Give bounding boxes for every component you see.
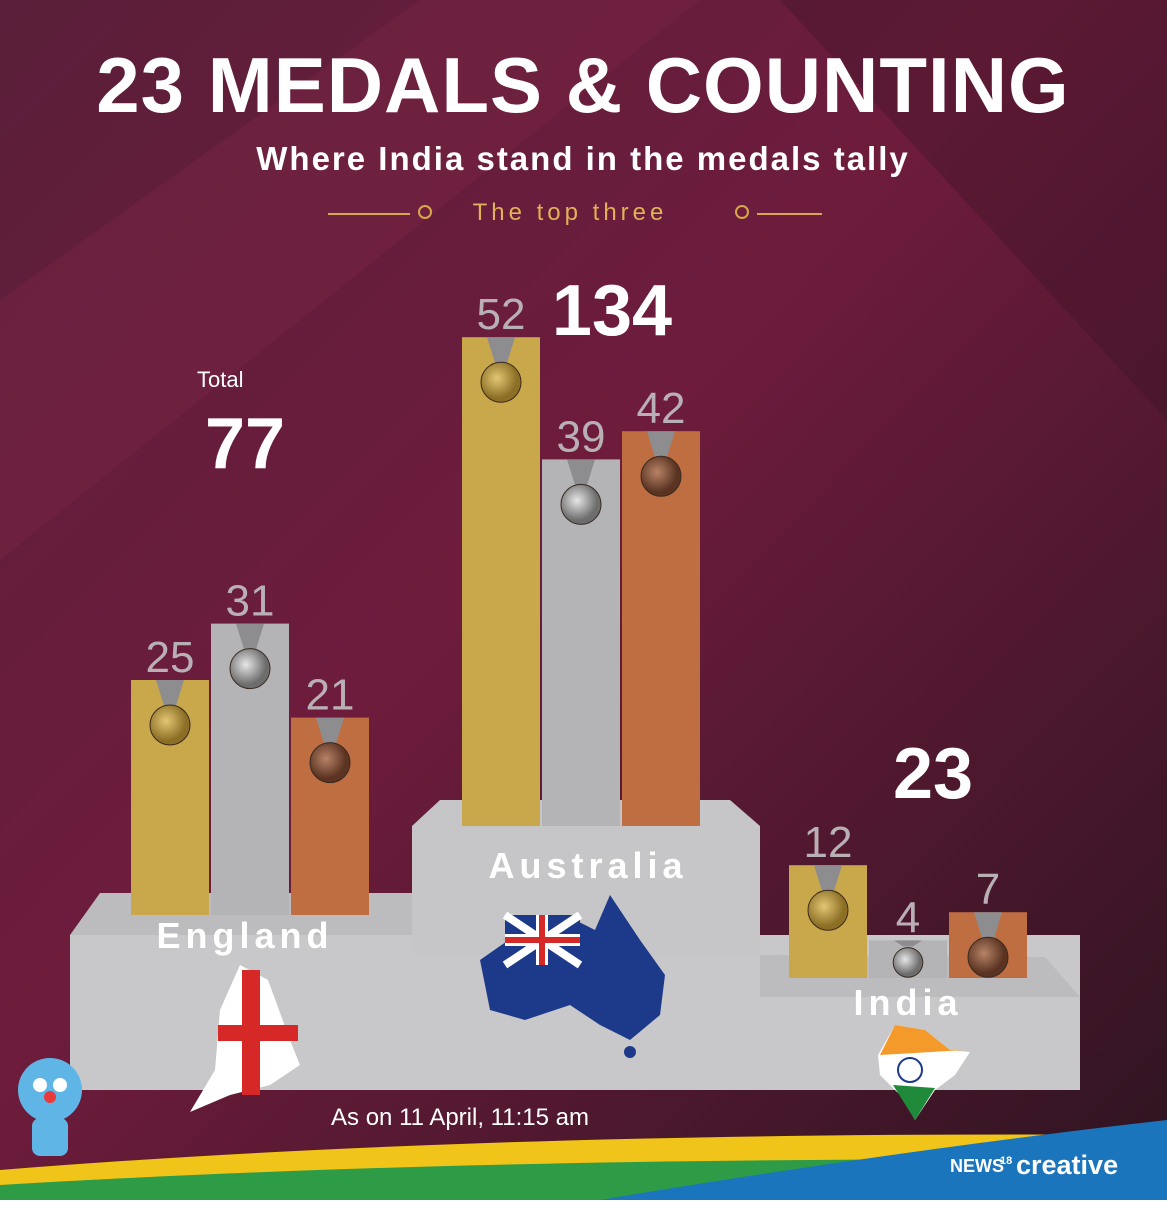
ribbon xyxy=(567,459,595,489)
medal xyxy=(560,483,602,525)
value-label: 12 xyxy=(804,818,853,867)
value-label: 25 xyxy=(146,633,195,682)
bar xyxy=(462,337,540,826)
subtitle: Where India stand in the medals tally xyxy=(256,140,909,177)
ribbon xyxy=(156,680,184,709)
india-map xyxy=(878,1025,970,1120)
brand-name: NEWS xyxy=(950,1156,1004,1176)
mascot xyxy=(18,1058,82,1156)
value-label: 21 xyxy=(306,671,355,720)
medal xyxy=(967,936,1009,978)
medal xyxy=(807,889,849,931)
total-value: 134 xyxy=(552,271,672,351)
background-shape xyxy=(0,0,700,560)
ribbon xyxy=(894,940,922,947)
total-value: 77 xyxy=(205,404,285,484)
footer-strip xyxy=(600,1120,1167,1200)
australia-map xyxy=(480,895,665,1058)
section-label: The top three xyxy=(473,199,668,226)
value-label: 31 xyxy=(226,577,275,626)
ribbon xyxy=(236,623,264,653)
footnote: As on 11 April, 11:15 am xyxy=(331,1104,589,1131)
england-map xyxy=(190,965,300,1112)
medal xyxy=(892,947,924,978)
medal xyxy=(229,648,271,690)
value-label: 39 xyxy=(557,412,606,461)
brand-number: 18 xyxy=(1000,1155,1012,1167)
medal xyxy=(149,704,191,746)
value-label: 7 xyxy=(976,865,1000,914)
bar xyxy=(622,431,700,826)
ribbon xyxy=(814,865,842,895)
total-value: 23 xyxy=(893,734,973,814)
ornament xyxy=(328,205,822,219)
total-label: Total xyxy=(197,367,243,392)
ribbon xyxy=(974,912,1002,942)
medal xyxy=(309,742,351,784)
medal xyxy=(640,455,682,497)
value-label: 52 xyxy=(477,290,526,339)
medal xyxy=(480,361,522,403)
brand-tag: creative xyxy=(1016,1150,1118,1180)
ribbon xyxy=(647,431,675,461)
category-label: India xyxy=(853,982,962,1023)
ribbon xyxy=(316,717,344,747)
value-label: 4 xyxy=(896,893,920,942)
ribbon xyxy=(487,337,515,367)
value-label: 42 xyxy=(637,384,686,433)
background-shape xyxy=(780,0,1167,420)
category-label: England xyxy=(157,915,334,956)
category-label: Australia xyxy=(488,845,687,886)
title: 23 MEDALS & COUNTING xyxy=(96,41,1069,129)
